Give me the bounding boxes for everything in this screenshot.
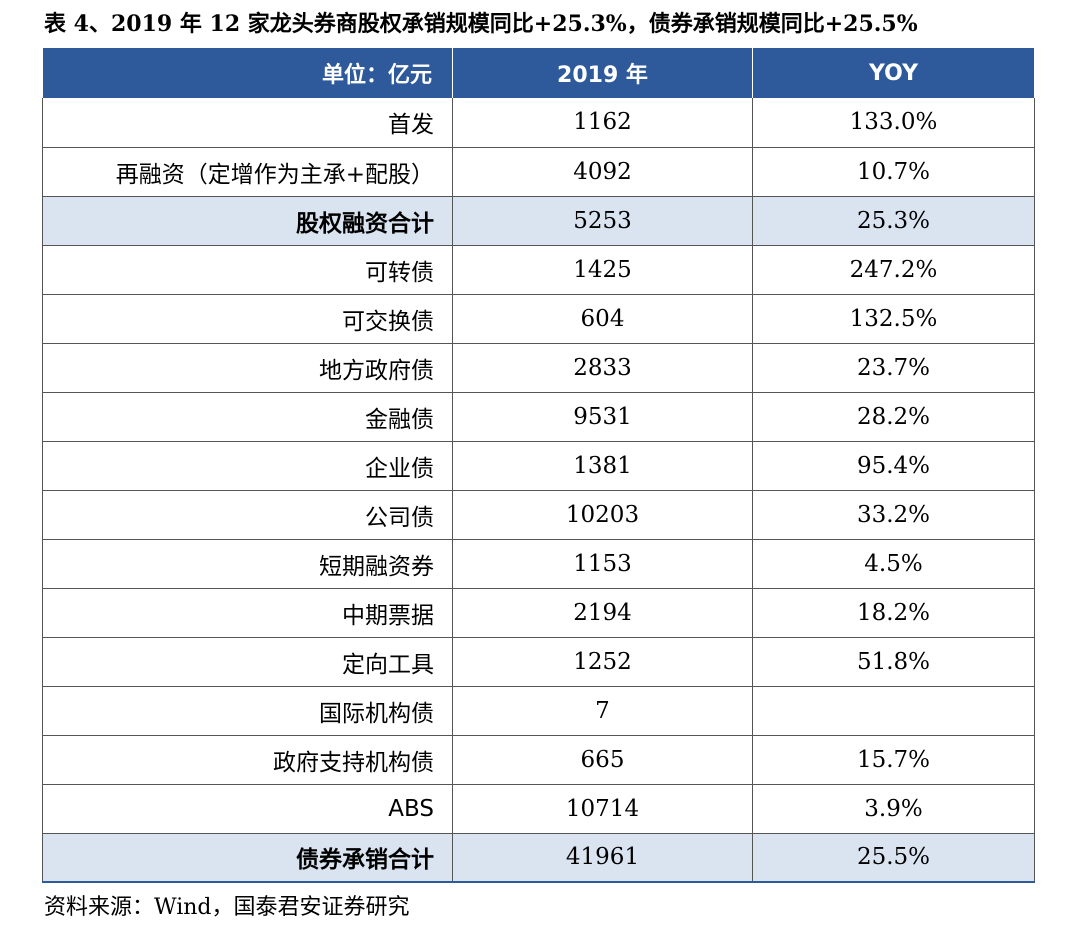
table-row-subtotal: 股权融资合计 5253 25.3% [42, 196, 1035, 246]
table-row: 金融债 9531 28.2% [42, 392, 1035, 442]
row-yoy: 3.9% [752, 784, 1035, 834]
table-row: 企业债 1381 95.4% [42, 441, 1035, 491]
row-yoy: 132.5% [752, 294, 1035, 344]
row-value-2019: 7 [452, 686, 753, 736]
row-value-2019: 1162 [452, 98, 753, 148]
table-row: 公司债 10203 33.2% [42, 490, 1035, 540]
row-yoy: 247.2% [752, 245, 1035, 295]
underwriting-table: 单位：亿元 2019 年 YOY 首发 1162 133.0% 再融资（定增作为主承+… [42, 48, 1035, 883]
table-row: 可转债 1425 247.2% [42, 245, 1035, 295]
row-value-2019: 604 [452, 294, 753, 344]
table-body: 首发 1162 133.0% 再融资（定增作为主承+配股） 4092 10.7% 股权融资合… [42, 98, 1035, 883]
row-value-2019: 10203 [452, 490, 753, 540]
source-note: 资料来源：Wind，国泰君安证券研究 [44, 895, 410, 920]
table-row: 可交换债 604 132.5% [42, 294, 1035, 344]
row-yoy: 51.8% [752, 637, 1035, 687]
row-name: 政府支持机构债 [42, 735, 453, 785]
table-row: ABS 10714 3.9% [42, 784, 1035, 834]
row-name: 债券承销合计 [42, 833, 453, 883]
row-value-2019: 10714 [452, 784, 753, 834]
row-value-2019: 1381 [452, 441, 753, 491]
row-name: 可转债 [42, 245, 453, 295]
row-value-2019: 1153 [452, 539, 753, 589]
row-name: 地方政府债 [42, 343, 453, 393]
row-yoy: 23.7% [752, 343, 1035, 393]
row-yoy: 33.2% [752, 490, 1035, 540]
row-name: 定向工具 [42, 637, 453, 687]
table-row: 短期融资券 1153 4.5% [42, 539, 1035, 589]
row-value-2019: 665 [452, 735, 753, 785]
row-yoy [752, 686, 1035, 736]
row-name: 中期票据 [42, 588, 453, 638]
table-row: 国际机构债 7 [42, 686, 1035, 736]
row-value-2019: 2194 [452, 588, 753, 638]
header-yoy: YOY [752, 48, 1035, 98]
row-value-2019: 41961 [452, 833, 753, 883]
table-row: 再融资（定增作为主承+配股） 4092 10.7% [42, 147, 1035, 197]
row-name: 企业债 [42, 441, 453, 491]
row-name: 可交换债 [42, 294, 453, 344]
row-yoy: 133.0% [752, 98, 1035, 148]
row-name: 再融资（定增作为主承+配股） [42, 147, 453, 197]
table-header-row: 单位：亿元 2019 年 YOY [42, 48, 1035, 98]
table-row: 定向工具 1252 51.8% [42, 637, 1035, 687]
row-name: 公司债 [42, 490, 453, 540]
row-name: 首发 [42, 98, 453, 148]
row-yoy: 15.7% [752, 735, 1035, 785]
row-yoy: 25.5% [752, 833, 1035, 883]
header-unit: 单位：亿元 [42, 48, 453, 98]
row-yoy: 95.4% [752, 441, 1035, 491]
row-value-2019: 4092 [452, 147, 753, 197]
underwriting-table-container: 单位：亿元 2019 年 YOY 首发 1162 133.0% 再融资（定增作为主承+… [42, 48, 1035, 883]
row-yoy: 10.7% [752, 147, 1035, 197]
header-year: 2019 年 [452, 48, 753, 98]
row-name: 短期融资券 [42, 539, 453, 589]
table-row-subtotal: 债券承销合计 41961 25.5% [42, 833, 1035, 883]
row-name: ABS [42, 784, 453, 834]
row-yoy: 28.2% [752, 392, 1035, 442]
row-yoy: 25.3% [752, 196, 1035, 246]
row-name: 金融债 [42, 392, 453, 442]
row-value-2019: 9531 [452, 392, 753, 442]
row-value-2019: 5253 [452, 196, 753, 246]
table-row: 政府支持机构债 665 15.7% [42, 735, 1035, 785]
row-name: 国际机构债 [42, 686, 453, 736]
row-yoy: 18.2% [752, 588, 1035, 638]
table-row: 中期票据 2194 18.2% [42, 588, 1035, 638]
table-title: 表 4、2019 年 12 家龙头券商股权承销规模同比+25.3%，债券承销规模… [44, 11, 918, 37]
table-row: 首发 1162 133.0% [42, 98, 1035, 148]
row-value-2019: 1252 [452, 637, 753, 687]
row-value-2019: 1425 [452, 245, 753, 295]
table-row: 地方政府债 2833 23.7% [42, 343, 1035, 393]
row-value-2019: 2833 [452, 343, 753, 393]
row-yoy: 4.5% [752, 539, 1035, 589]
row-name: 股权融资合计 [42, 196, 453, 246]
